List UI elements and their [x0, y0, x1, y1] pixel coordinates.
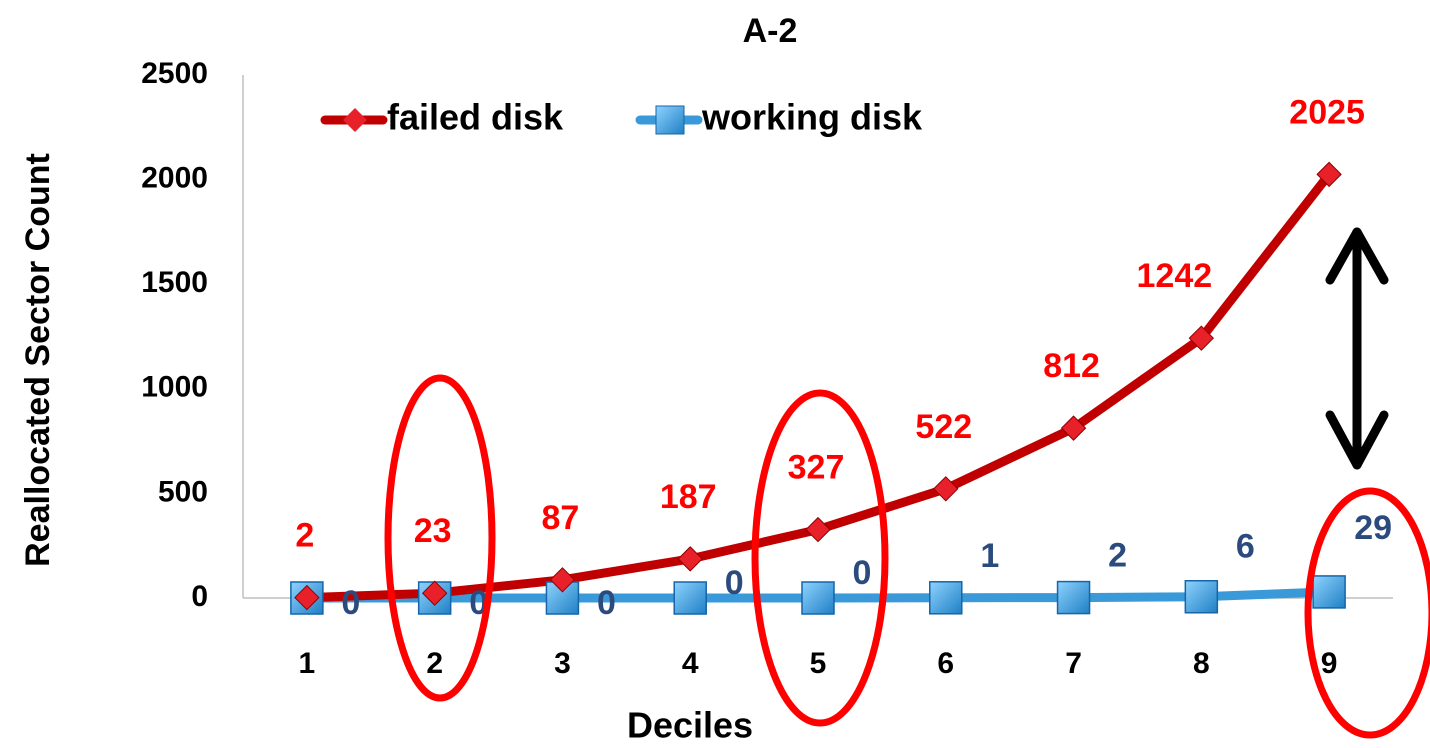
- x-tick-label: 5: [810, 647, 827, 680]
- data-point: [1056, 580, 1091, 615]
- data-label: 6: [1236, 528, 1255, 566]
- data-label: 2025: [1289, 93, 1365, 131]
- data-point: [549, 567, 576, 593]
- highlight-ellipse: [751, 389, 889, 727]
- data-label: 812: [1043, 347, 1100, 385]
- legend-item: failed disk: [320, 97, 564, 138]
- data-label: 1: [980, 537, 999, 575]
- data-label: 2: [1108, 537, 1127, 575]
- x-tick-label: 2: [426, 647, 443, 680]
- x-tick-label: 4: [682, 647, 699, 680]
- data-point: [421, 580, 448, 606]
- legend-label: working disk: [701, 97, 923, 138]
- data-label: 522: [915, 408, 972, 446]
- data-label: 29: [1354, 509, 1392, 547]
- data-label: 0: [341, 584, 360, 622]
- data-point: [929, 581, 963, 615]
- highlight-ellipse: [384, 374, 496, 702]
- data-label: 0: [725, 564, 744, 602]
- x-tick-label: 8: [1193, 647, 1210, 680]
- data-point: [1184, 579, 1219, 614]
- data-point: [673, 581, 707, 615]
- data-point: [1316, 161, 1342, 188]
- data-label: 327: [788, 449, 845, 487]
- data-point: [801, 581, 835, 615]
- data-point: [805, 516, 831, 543]
- legend-marker: [343, 108, 367, 132]
- y-tick-label: 1500: [141, 266, 208, 299]
- x-tick-label: 9: [1321, 647, 1338, 680]
- x-tick-label: 3: [554, 647, 571, 680]
- data-label: 87: [542, 499, 580, 537]
- gap-arrow: [1325, 227, 1389, 470]
- x-tick-label: 1: [299, 647, 316, 680]
- x-tick-label: 6: [937, 647, 954, 680]
- data-point: [1188, 325, 1215, 351]
- data-point: [1312, 575, 1346, 609]
- data-point: [933, 476, 959, 502]
- y-tick-label: 2000: [141, 162, 208, 195]
- y-tick-label: 2500: [141, 57, 208, 90]
- y-tick-label: 500: [158, 475, 208, 508]
- y-tick-label: 1000: [141, 371, 208, 404]
- data-label: 0: [597, 584, 616, 622]
- data-label: 1242: [1137, 257, 1213, 295]
- data-label: 23: [414, 512, 452, 550]
- legend-marker: [655, 105, 685, 135]
- data-point: [1060, 415, 1087, 441]
- legend-label: failed disk: [387, 97, 564, 138]
- y-tick-label: 0: [191, 580, 208, 613]
- chart-title: A-2: [743, 12, 798, 50]
- legend-item: working disk: [635, 97, 923, 138]
- data-label: 187: [660, 478, 717, 516]
- data-point: [294, 584, 320, 611]
- data-label: 2: [295, 517, 314, 555]
- x-tick-label: 7: [1065, 647, 1082, 680]
- data-label: 0: [853, 554, 872, 592]
- x-axis-label: Deciles: [627, 705, 753, 746]
- data-point: [677, 546, 703, 572]
- y-axis-label: Reallocated Sector Count: [19, 153, 57, 567]
- highlight-ellipse: [1304, 487, 1430, 739]
